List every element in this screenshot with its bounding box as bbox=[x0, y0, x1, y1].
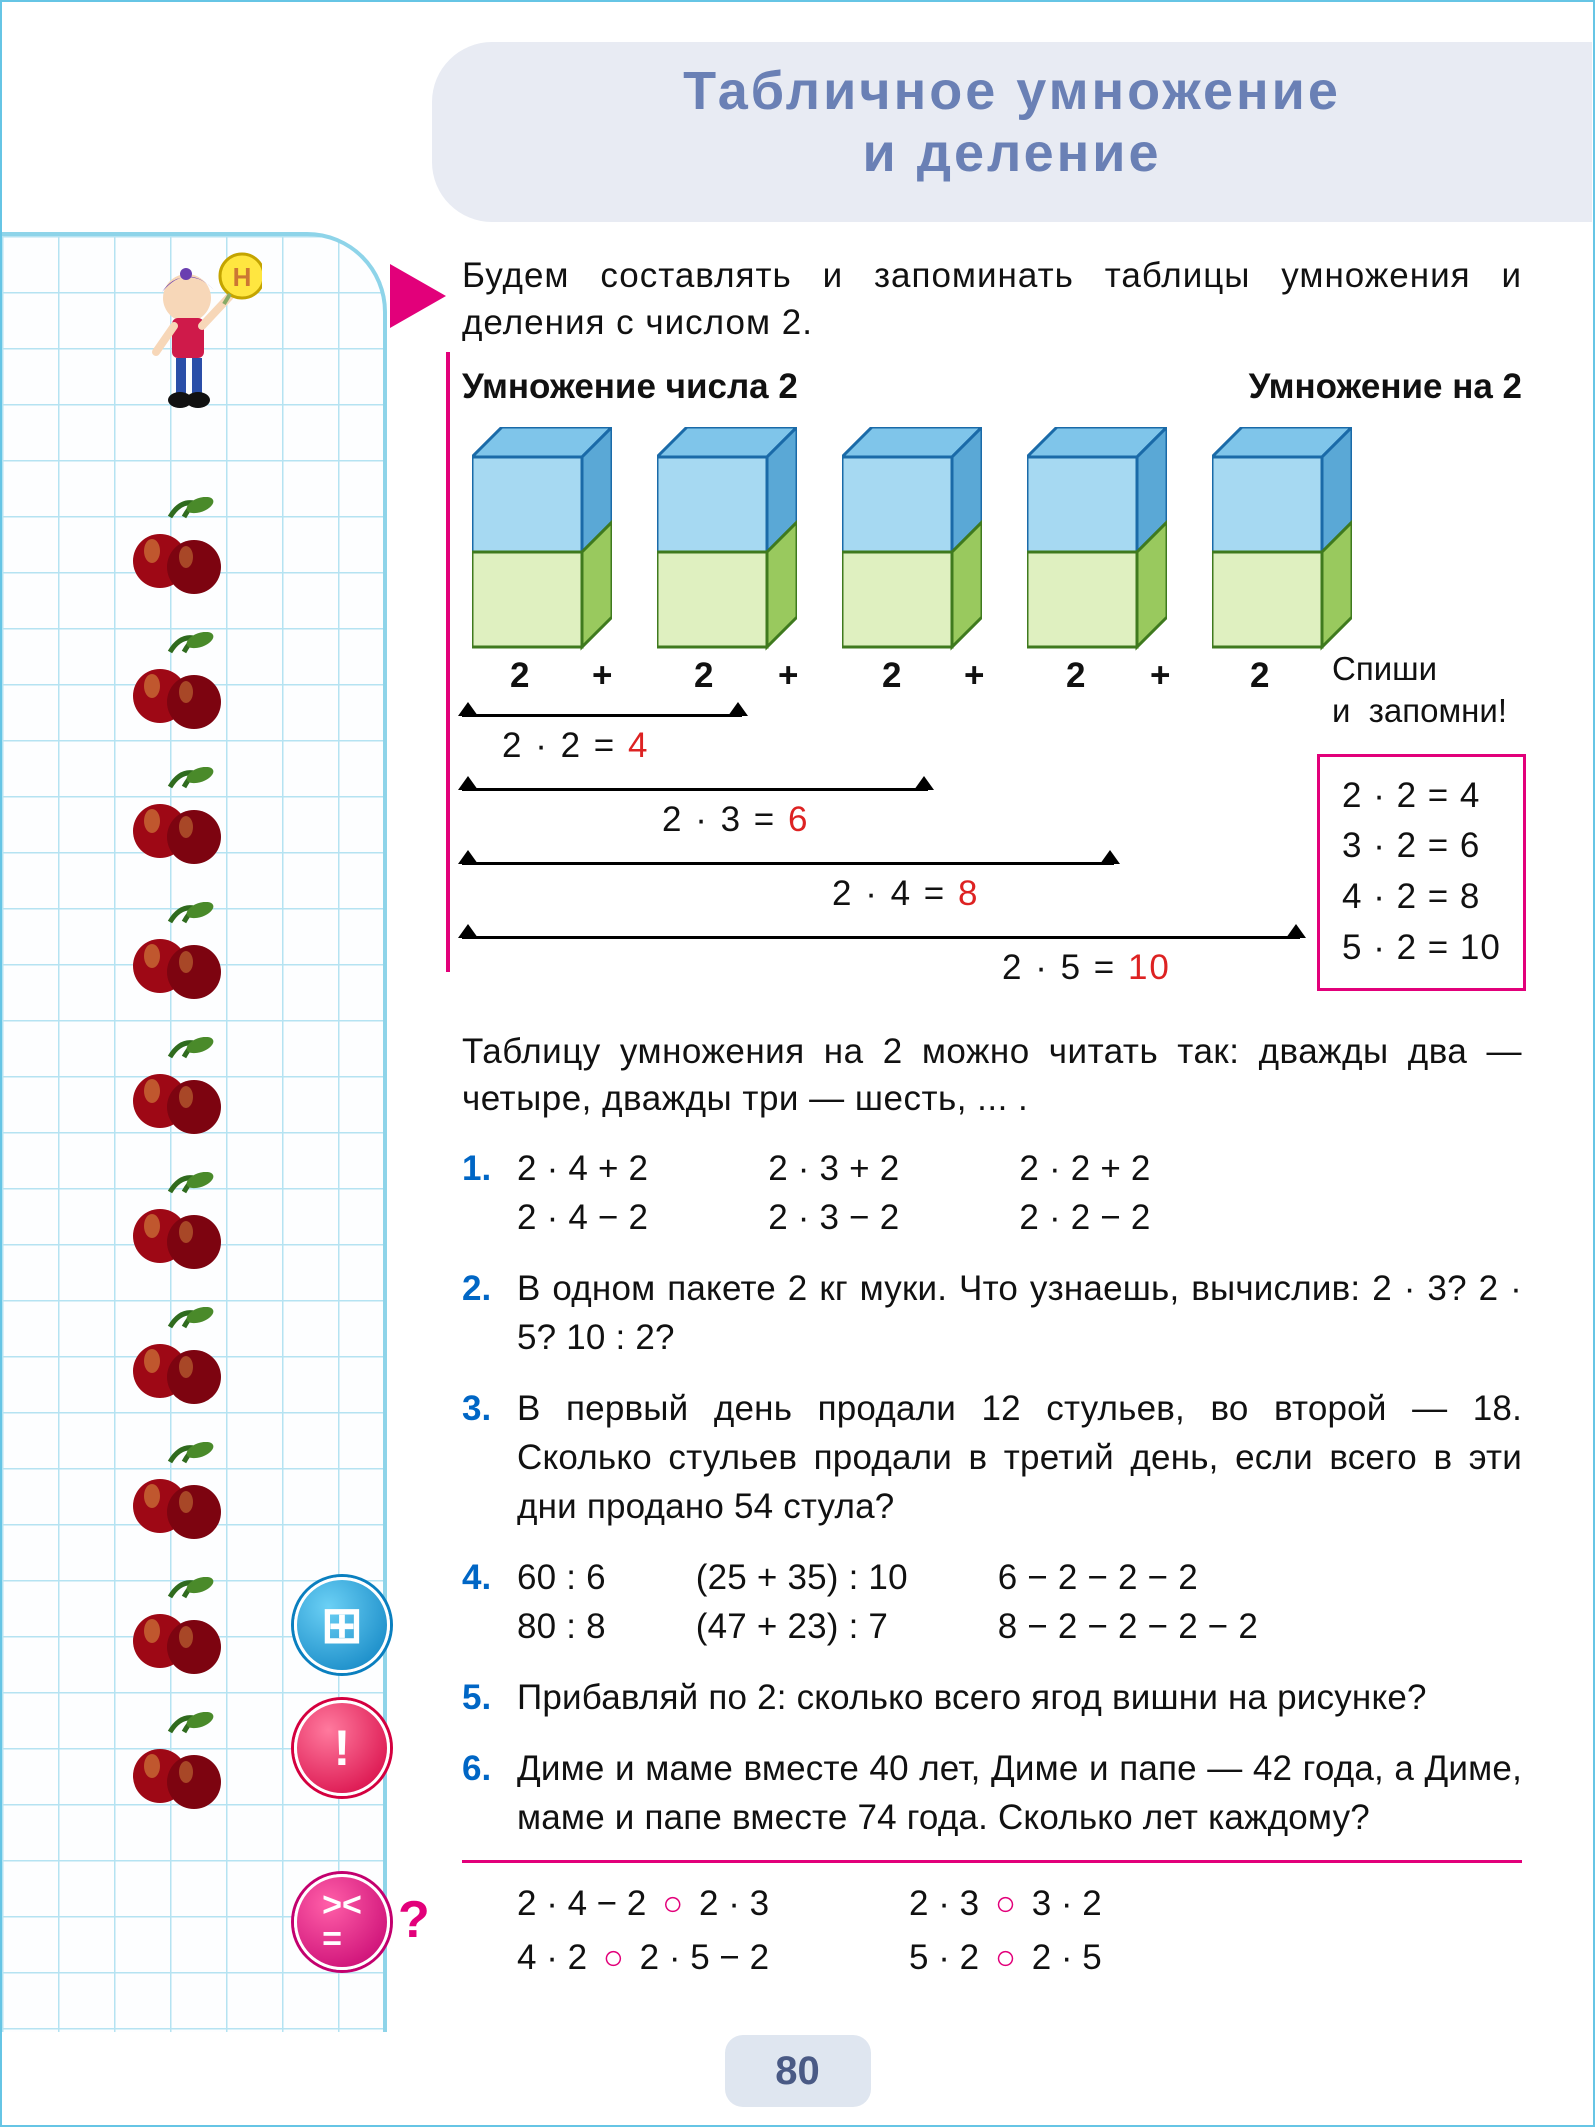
compare-circle-icon: ○ bbox=[656, 1884, 689, 1923]
task-number: 2. bbox=[462, 1264, 517, 1362]
task-number: 3. bbox=[462, 1384, 517, 1531]
expr: 2 · 2 = bbox=[502, 726, 616, 765]
ref-row: 3 · 2 = 6 bbox=[1342, 821, 1501, 872]
main-content: Будем составлять и запоминать таблицы ум… bbox=[462, 252, 1522, 1986]
task-text: В первый день продали 12 стульев, во вто… bbox=[517, 1384, 1522, 1531]
term: 2 bbox=[1066, 656, 1088, 696]
task: 1. 2 · 4 + 22 · 4 − 2 2 · 3 + 22 · 3 − 2… bbox=[462, 1144, 1522, 1242]
cube-stack bbox=[1027, 427, 1167, 652]
task: 3. В первый день продали 12 стульев, во … bbox=[462, 1384, 1522, 1531]
op: + bbox=[964, 656, 987, 696]
op: + bbox=[1150, 656, 1173, 696]
ref-row: 4 · 2 = 8 bbox=[1342, 872, 1501, 923]
task-number: 1. bbox=[462, 1144, 517, 1242]
chapter-title: Табличное умножение и деление bbox=[432, 60, 1592, 184]
expr: 2 · 4 = bbox=[832, 874, 946, 913]
task-number: 4. bbox=[462, 1553, 517, 1651]
cube-stack bbox=[657, 427, 797, 652]
task-text: Прибавляй по 2: сколько всего ягод вишни… bbox=[517, 1673, 1522, 1722]
term: 2 bbox=[1250, 656, 1272, 696]
ref-row: 5 · 2 = 10 bbox=[1342, 923, 1501, 974]
subtitles-row: Умножение числа 2 Умножение на 2 bbox=[462, 367, 1522, 407]
boy-mascot-icon: Н bbox=[132, 252, 262, 427]
task-columns: 60 : 680 : 8 (25 + 35) : 10(47 + 23) : 7… bbox=[517, 1553, 1522, 1651]
answer: 8 bbox=[958, 874, 979, 913]
reading-hint: Таблицу умножения на 2 можно читать так:… bbox=[462, 1028, 1522, 1123]
exclamation-badge-icon: ! bbox=[294, 1700, 390, 1796]
subtitle-right: Умножение на 2 bbox=[1249, 367, 1522, 407]
section-marker-bar bbox=[446, 352, 450, 972]
cherry-pair-icon bbox=[122, 1442, 232, 1552]
copy-hint: Спиши и запомни! bbox=[1332, 648, 1507, 734]
reference-table: 2 · 2 = 4 3 · 2 = 6 4 · 2 = 8 5 · 2 = 10 bbox=[1317, 754, 1526, 991]
term: 2 bbox=[510, 656, 532, 696]
arrow-pointer-icon bbox=[390, 264, 446, 328]
question-mark-icon: ? bbox=[398, 1890, 430, 1950]
answer: 10 bbox=[1128, 948, 1171, 987]
compare-row: 2 · 4 − 2 ○ 2 · 3 4 · 2 ○ 2 · 5 − 2 2 · … bbox=[517, 1877, 1522, 1986]
progression-diagram: 2 · 2 = 4 2 · 3 = 6 2 · 4 = 8 2 · 5 = bbox=[462, 708, 1522, 1028]
expr: 2 · 5 = bbox=[1002, 948, 1116, 987]
task: 6. Диме и маме вместе 40 лет, Диме и пап… bbox=[462, 1744, 1522, 1842]
textbook-page: Табличное умножение и деление Н Будем со… bbox=[0, 0, 1595, 2127]
term: 2 bbox=[882, 656, 904, 696]
operations-badge-icon: ><= bbox=[294, 1874, 390, 1970]
cherry-pair-icon bbox=[122, 1712, 232, 1822]
cubes-row bbox=[472, 427, 1522, 652]
cherry-pair-icon bbox=[122, 1577, 232, 1687]
cherry-pair-icon bbox=[122, 1307, 232, 1417]
op: + bbox=[592, 656, 615, 696]
divider bbox=[462, 1860, 1522, 1863]
answer: 6 bbox=[788, 800, 809, 839]
intro-text: Будем составлять и запоминать таблицы ум… bbox=[462, 252, 1522, 347]
answer: 4 bbox=[628, 726, 649, 765]
cherry-pair-icon bbox=[122, 902, 232, 1012]
task-columns: 2 · 4 + 22 · 4 − 2 2 · 3 + 22 · 3 − 2 2 … bbox=[517, 1144, 1522, 1242]
grid-badge-icon: ⊞ bbox=[294, 1577, 390, 1673]
task-text: В одном пакете 2 кг муки. Что узнаешь, в… bbox=[517, 1264, 1522, 1362]
task-number: 5. bbox=[462, 1673, 517, 1722]
task: 2. В одном пакете 2 кг муки. Что узнаешь… bbox=[462, 1264, 1522, 1362]
page-number: 80 bbox=[725, 2035, 871, 2107]
task: 4. 60 : 680 : 8 (25 + 35) : 10(47 + 23) … bbox=[462, 1553, 1522, 1651]
subtitle-left: Умножение числа 2 bbox=[462, 367, 798, 407]
ref-row: 2 · 2 = 4 bbox=[1342, 771, 1501, 822]
compare-circle-icon: ○ bbox=[989, 1938, 1022, 1977]
cherry-pair-icon bbox=[122, 1172, 232, 1282]
task: 5. Прибавляй по 2: сколько всего ягод ви… bbox=[462, 1673, 1522, 1722]
cherry-pair-icon bbox=[122, 1037, 232, 1147]
title-line-1: Табличное умножение bbox=[683, 61, 1341, 121]
cherry-pair-icon bbox=[122, 632, 232, 742]
cherry-pair-icon bbox=[122, 767, 232, 877]
cherry-pair-icon bbox=[122, 497, 232, 607]
term: 2 bbox=[694, 656, 716, 696]
expr: 2 · 3 = bbox=[662, 800, 776, 839]
cube-stack bbox=[1212, 427, 1352, 652]
compare-circle-icon: ○ bbox=[597, 1938, 630, 1977]
task-text: Диме и маме вместе 40 лет, Диме и папе —… bbox=[517, 1744, 1522, 1842]
cube-stack bbox=[842, 427, 982, 652]
compare-circle-icon: ○ bbox=[989, 1884, 1022, 1923]
title-line-2: и деление bbox=[432, 122, 1592, 184]
chapter-header: Табличное умножение и деление bbox=[432, 42, 1592, 222]
task-number: 6. bbox=[462, 1744, 517, 1842]
op: + bbox=[778, 656, 801, 696]
cube-stack bbox=[472, 427, 612, 652]
svg-text:Н: Н bbox=[233, 262, 252, 292]
